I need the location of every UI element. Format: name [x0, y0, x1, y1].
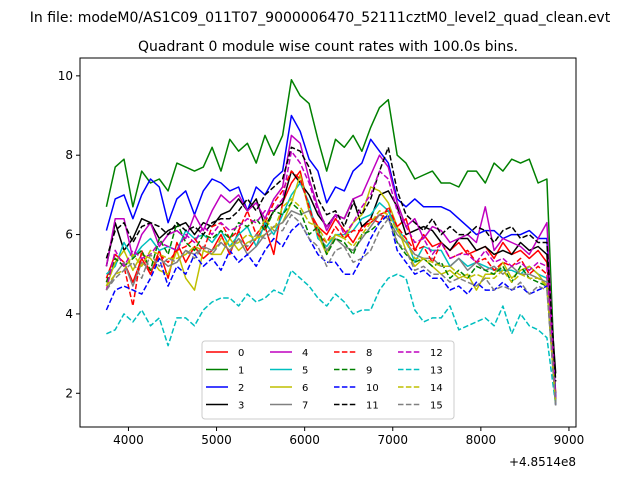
- series-line-11: [105, 146, 557, 382]
- chart-title: Quadrant 0 module wise count rates with …: [138, 39, 518, 55]
- legend-label-3: 3: [238, 401, 244, 412]
- y-tick-label: 6: [65, 228, 73, 242]
- series-line-4: [105, 134, 557, 402]
- y-tick-label: 2: [65, 386, 73, 400]
- legend-label-5: 5: [302, 366, 308, 377]
- legend-label-1: 1: [238, 366, 244, 377]
- legend-label-13: 13: [430, 366, 443, 377]
- y-tick-label: 10: [58, 69, 73, 83]
- y-tick-label: 4: [65, 307, 73, 321]
- legend-label-8: 8: [366, 348, 372, 359]
- series-line-15: [105, 213, 557, 406]
- x-offset-label: +4.8514e8: [509, 455, 576, 469]
- axes-frame: [79, 57, 577, 428]
- legend-frame: [201, 340, 455, 420]
- x-tick-label: 6000: [289, 433, 320, 447]
- x-tick-label: 8000: [466, 433, 497, 447]
- y-tick-label: 8: [65, 148, 73, 162]
- series-line-10: [105, 213, 557, 406]
- series-line-12: [105, 150, 557, 402]
- x-tick-label: 4000: [113, 433, 144, 447]
- series-line-13: [106, 269, 557, 406]
- series-line-2: [105, 114, 557, 398]
- series-line-1: [105, 79, 557, 402]
- legend-label-4: 4: [302, 348, 308, 359]
- legend-label-10: 10: [366, 383, 379, 394]
- figure-suptitle: In file: modeM0/AS1C09_011T07_9000006470…: [30, 10, 611, 26]
- legend-label-15: 15: [430, 401, 443, 412]
- legend-label-7: 7: [302, 401, 308, 412]
- legend-label-12: 12: [430, 348, 443, 359]
- series-line-5: [105, 182, 557, 402]
- legend-label-11: 11: [366, 401, 379, 412]
- series-line-7: [105, 210, 557, 406]
- x-tick-label: 7000: [377, 433, 408, 447]
- series-line-14: [105, 198, 557, 406]
- legend-label-9: 9: [366, 366, 372, 377]
- x-tick-label: 9000: [554, 433, 585, 447]
- legend-label-6: 6: [302, 383, 308, 394]
- series-line-9: [105, 202, 557, 406]
- legend-label-2: 2: [238, 383, 244, 394]
- x-tick-label: 5000: [201, 433, 232, 447]
- legend-label-0: 0: [238, 348, 244, 359]
- legend-label-14: 14: [430, 383, 443, 394]
